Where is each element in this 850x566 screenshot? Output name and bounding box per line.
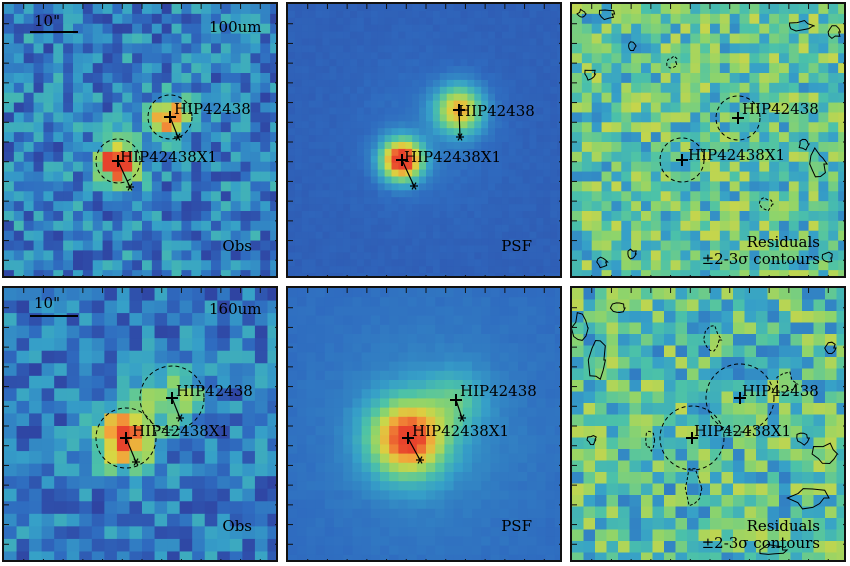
source-label-hip42438: HIP42438 [742,100,819,118]
contour-lines [572,302,839,555]
source-label-hip42438: HIP42438 [742,382,819,400]
psf-160um-image [288,288,560,560]
source-markers [95,365,205,469]
source-label-hip42438x1: HIP42438X1 [688,146,786,164]
residuals-160um-panel: HIP42438 HIP42438X1 Residuals ±2-3σ cont… [570,286,846,562]
source-markers [95,94,193,191]
source-markers [402,394,466,464]
residuals-label: Residuals ±2-3σ contours [702,234,820,268]
obs-100um-panel: 10" 100um HIP42438 HIP42438X1 Obs [2,2,278,278]
pixel-grid [572,4,844,276]
psf-100um-panel: HIP42438 HIP42438X1 PSF [286,2,562,278]
contour-lines [576,8,842,269]
source-label-hip42438: HIP42438 [460,382,537,400]
source-label-hip42438x1: HIP42438X1 [694,422,792,440]
source-label-hip42438: HIP42438 [458,102,535,120]
residuals-100um-image [572,4,844,276]
residuals-160um-image [572,288,844,560]
residuals-100um-panel: HIP42438 HIP42438X1 Residuals ±2-3σ cont… [570,2,846,278]
pixel-grid [4,288,276,560]
source-label-hip42438x1: HIP42438X1 [412,422,510,440]
source-markers [659,363,775,471]
obs-100um-image [4,4,276,276]
residuals-label: Residuals ±2-3σ contours [702,518,820,552]
frame-ticks [572,288,844,560]
source-label-hip42438x1: HIP42438X1 [120,148,218,166]
obs-160um-image [4,288,276,560]
source-label-hip42438x1: HIP42438X1 [404,148,502,166]
obs-label: Obs [222,237,252,255]
psf-label: PSF [501,517,532,535]
residuals-title: Residuals [746,233,820,251]
source-label-hip42438x1: HIP42438X1 [132,422,230,440]
contour-note: ±2-3σ contours [701,250,820,268]
band-label: 100um [209,18,262,36]
frame-ticks [4,4,276,276]
scale-bar-label: 10" [34,294,60,312]
psf-160um-panel: HIP42438 HIP42438X1 PSF [286,286,562,562]
pixel-grid [288,4,560,276]
source-markers [396,104,465,190]
pixel-grid [288,288,560,560]
frame-ticks [4,288,276,560]
frame-ticks [288,288,560,560]
psf-label: PSF [501,237,532,255]
psf-100um-image [288,4,560,276]
source-markers [659,95,761,183]
contour-note: ±2-3σ contours [701,534,820,552]
pixel-grid [4,4,276,276]
frame-ticks [572,4,844,276]
obs-label: Obs [222,517,252,535]
band-label: 160um [209,300,262,318]
pixel-grid [572,288,844,560]
frame-ticks [288,4,560,276]
source-label-hip42438: HIP42438 [176,382,253,400]
residuals-title: Residuals [746,517,820,535]
scale-bar-label: 10" [34,12,60,30]
obs-160um-panel: 10" 160um HIP42438 HIP42438X1 Obs [2,286,278,562]
source-label-hip42438: HIP42438 [174,100,251,118]
